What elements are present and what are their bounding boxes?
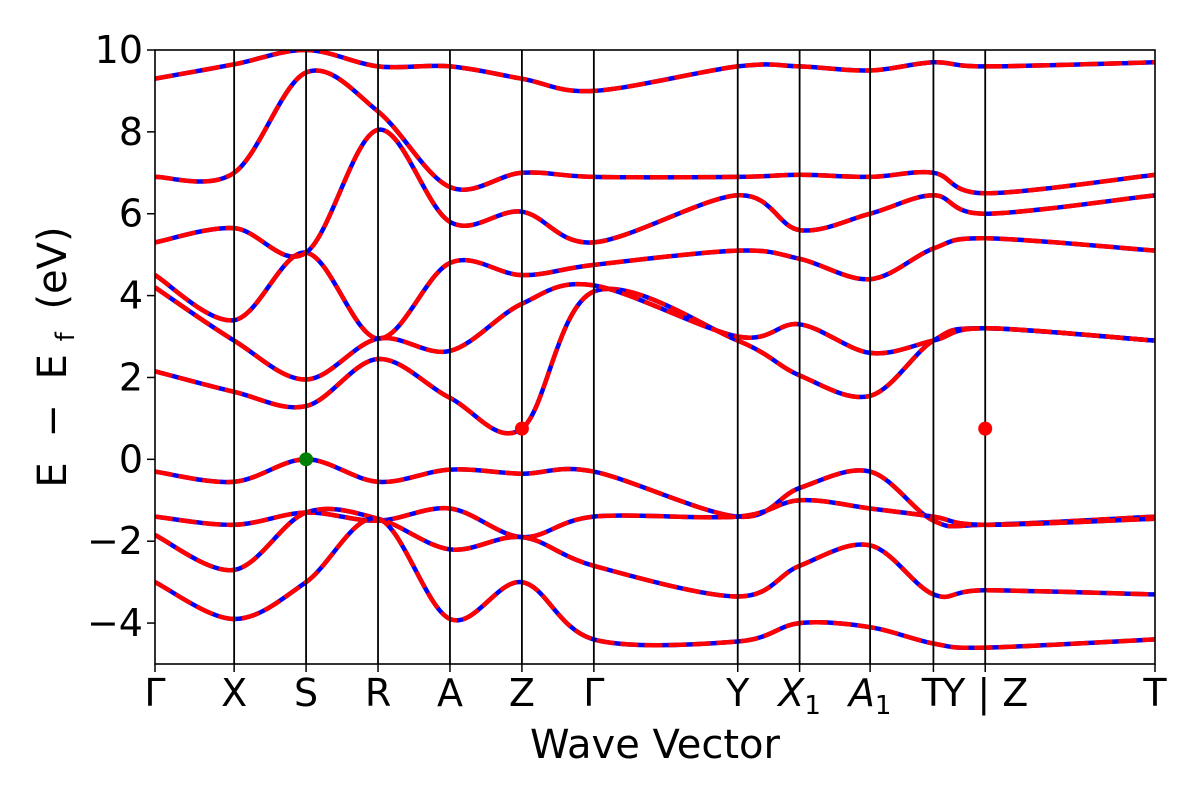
y-axis-label-subscript: f [51,331,81,341]
y-axis-label-unit: (eV) [30,226,76,309]
x-axis-label: Wave Vector [530,722,781,768]
y-axis-label-e: E [30,462,76,487]
extremum-marker-2 [978,421,993,436]
y-axis-ticks: 10 8 6 4 2 0 −2 −4 [87,28,155,645]
x-tick-label-7: Y [725,671,750,715]
markers-layer [299,421,993,467]
x-tick-label-2: S [294,671,318,715]
y-tick-label-1: 8 [119,110,143,154]
plot-background [155,50,1155,664]
x-tick-label-8: X1 [776,671,821,721]
x-tick-label-4: A [437,671,463,715]
x-tick-label-12: T [1142,671,1167,715]
y-axis-label-e2: E [30,354,76,379]
y-tick-label-2: 6 [119,192,143,236]
x-tick-label-5: Z [509,671,535,715]
y-tick-label-5: 0 [119,437,143,481]
svg-text:E − E f: E − E f (eV) [30,226,84,487]
y-tick-label-4: 2 [119,355,143,399]
x-tick-label-0: Γ [144,671,165,715]
y-tick-label-7: −4 [87,601,143,645]
kpath-lines [233,50,987,664]
extremum-marker-1 [514,421,529,436]
x-tick-label-1: X [221,671,247,715]
x-tick-label-11: Y | Z [941,671,1028,716]
y-tick-label-6: −2 [87,519,143,563]
y-axis-label-minus: − [30,404,76,438]
y-tick-label-0: 10 [95,28,143,72]
x-tick-label-10: T [921,671,946,715]
y-tick-label-3: 4 [119,274,143,318]
extremum-marker-0 [299,452,314,467]
y-axis-label: E − E f (eV) [30,226,84,487]
x-tick-label-6: Γ [583,671,604,715]
x-tick-label-9: A1 [846,671,892,721]
x-tick-label-3: R [365,671,391,715]
plot-frame [154,49,1156,665]
